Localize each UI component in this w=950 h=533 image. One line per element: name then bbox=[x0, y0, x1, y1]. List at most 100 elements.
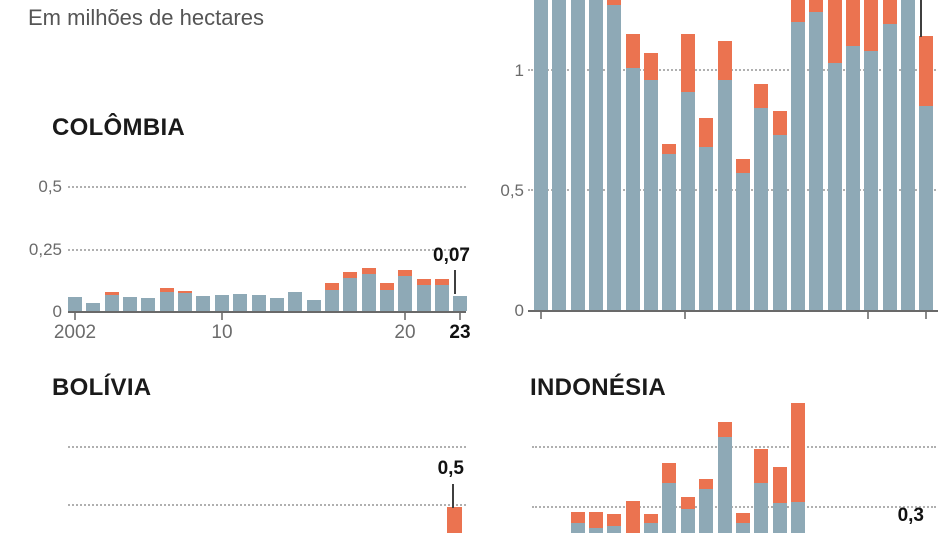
colombia-gridline-05 bbox=[68, 186, 466, 188]
bar-brasil-2008-gray-segment bbox=[644, 79, 658, 310]
bar-indonesia-2006-orange-segment bbox=[607, 514, 621, 527]
bar-brasil-2006-orange-segment bbox=[607, 0, 621, 6]
bar-brasil-2013-gray-segment bbox=[736, 173, 750, 310]
bar-colombia-2021-orange-segment bbox=[417, 279, 431, 285]
colombia-x-axis bbox=[68, 311, 466, 313]
colombia-ytick-05: 0,5 bbox=[38, 177, 62, 196]
colombia-ytick-0: 0 bbox=[52, 302, 62, 321]
bar-indonesia-2011-gray-segment bbox=[699, 489, 713, 533]
bar-colombia-2007-gray-segment bbox=[160, 292, 174, 311]
bar-colombia-2012-gray-segment bbox=[252, 294, 266, 311]
bar-indonesia-2016-orange-segment bbox=[791, 403, 805, 502]
bar-colombia-2016-orange-segment bbox=[325, 283, 339, 291]
bar-colombia-2022-orange-segment bbox=[435, 279, 449, 285]
bar-colombia-2020-gray-segment bbox=[398, 276, 412, 311]
bar-colombia-2008-gray-segment bbox=[178, 293, 192, 311]
bar-colombia-2004-orange-segment bbox=[105, 292, 119, 295]
bar-brasil-2009-orange-segment bbox=[662, 144, 676, 154]
bar-colombia-2016-gray-segment bbox=[325, 290, 339, 311]
bar-brasil-2022-gray-segment bbox=[901, 0, 915, 310]
bar-brasil-2010-gray-segment bbox=[681, 91, 695, 310]
bar-brasil-2008-orange-segment bbox=[644, 53, 658, 80]
bar-brasil-2006-gray-segment bbox=[607, 5, 621, 310]
bar-colombia-2002-gray-segment bbox=[68, 296, 82, 311]
bar-indonesia-2007-orange-segment bbox=[626, 500, 640, 533]
bar-brasil-2011-orange-segment bbox=[699, 118, 713, 147]
bar-brasil-2003-gray-segment bbox=[552, 0, 566, 310]
bar-brasil-2015-orange-segment bbox=[773, 110, 787, 135]
colombia-xlabel-2002: 2002 bbox=[53, 322, 97, 343]
bar-colombia-2018-gray-segment bbox=[362, 274, 376, 311]
indonesia-gridline-lower bbox=[532, 506, 936, 508]
bar-colombia-2008-orange-segment bbox=[178, 291, 192, 293]
bolivia-callout-pointer-line bbox=[452, 484, 454, 508]
brasil-gridline-1 bbox=[528, 69, 936, 71]
bar-indonesia-2013-gray-segment bbox=[736, 522, 750, 533]
bolivia-title: BOLÍVIA bbox=[52, 374, 152, 401]
bar-indonesia-2008-orange-segment bbox=[644, 514, 658, 523]
bar-brasil-2009-gray-segment bbox=[662, 154, 676, 310]
colombia-xlabel-20: 20 bbox=[394, 322, 416, 343]
brasil-xtick-2002 bbox=[540, 312, 542, 319]
colombia-gridline-025 bbox=[68, 249, 466, 251]
bar-brasil-2023-gray-segment bbox=[919, 106, 933, 310]
bar-brasil-2013-orange-segment bbox=[736, 158, 750, 174]
brasil-gridline-05 bbox=[528, 189, 936, 191]
brasil-ytick-0: 0 bbox=[514, 301, 524, 320]
bar-indonesia-2009-orange-segment bbox=[662, 463, 676, 484]
bar-indonesia-2012-orange-segment bbox=[718, 422, 732, 437]
bar-brasil-2016-orange-segment bbox=[791, 0, 805, 22]
colombia-xtick-2010 bbox=[221, 313, 223, 320]
bar-colombia-2023-gray-segment bbox=[453, 295, 467, 311]
bar-brasil-2018-orange-segment bbox=[828, 0, 842, 63]
bar-colombia-2005-gray-segment bbox=[123, 296, 137, 311]
brasil-x-axis bbox=[528, 310, 938, 312]
bar-colombia-2022-gray-segment bbox=[435, 284, 449, 311]
bar-brasil-2007-orange-segment bbox=[626, 34, 640, 68]
brasil-xtick-2023 bbox=[925, 312, 927, 319]
bar-brasil-2019-orange-segment bbox=[846, 0, 860, 46]
bar-brasil-2010-orange-segment bbox=[681, 34, 695, 92]
bar-indonesia-2004-orange-segment bbox=[571, 511, 585, 523]
bar-indonesia-2006-gray-segment bbox=[607, 526, 621, 533]
bar-colombia-2014-gray-segment bbox=[288, 292, 302, 311]
bar-colombia-2006-gray-segment bbox=[141, 298, 155, 311]
bar-brasil-2012-orange-segment bbox=[718, 41, 732, 80]
bar-indonesia-2012-gray-segment bbox=[718, 437, 732, 533]
bar-brasil-2019-gray-segment bbox=[846, 46, 860, 310]
bar-colombia-2017-gray-segment bbox=[343, 278, 357, 311]
bar-colombia-2018-orange-segment bbox=[362, 268, 376, 274]
bar-colombia-2010-gray-segment bbox=[215, 294, 229, 311]
colombia-ytick-025: 0,25 bbox=[28, 240, 62, 259]
bar-indonesia-2004-gray-segment bbox=[571, 522, 585, 533]
bar-brasil-2014-orange-segment bbox=[754, 84, 768, 109]
bar-colombia-2021-gray-segment bbox=[417, 284, 431, 311]
bar-brasil-2021-gray-segment bbox=[883, 24, 897, 310]
colombia-xlabel-10: 10 bbox=[211, 322, 233, 343]
bar-indonesia-2015-orange-segment bbox=[773, 467, 787, 504]
colombia-xlabel-23: 23 bbox=[449, 322, 471, 343]
bar-brasil-2018-gray-segment bbox=[828, 62, 842, 310]
bar-colombia-2003-gray-segment bbox=[86, 303, 100, 311]
bar-colombia-2011-gray-segment bbox=[233, 294, 247, 311]
bar-bolivia-2023-orange-segment bbox=[447, 507, 462, 533]
bar-brasil-2020-gray-segment bbox=[864, 50, 878, 310]
bar-brasil-2023-orange-segment bbox=[919, 36, 933, 106]
bar-indonesia-2015-gray-segment bbox=[773, 503, 787, 533]
bar-brasil-2016-gray-segment bbox=[791, 22, 805, 310]
bar-indonesia-2010-gray-segment bbox=[681, 509, 695, 533]
bar-indonesia-2005-orange-segment bbox=[589, 511, 603, 528]
bar-brasil-2017-gray-segment bbox=[809, 12, 823, 310]
bar-brasil-2014-gray-segment bbox=[754, 108, 768, 310]
bar-brasil-2012-gray-segment bbox=[718, 79, 732, 310]
colombia-callout-pointer-line bbox=[454, 270, 456, 294]
bar-brasil-2005-gray-segment bbox=[589, 0, 603, 310]
bar-indonesia-2011-orange-segment bbox=[699, 479, 713, 489]
colombia-xtick-2020 bbox=[404, 313, 406, 320]
colombia-2023-value-callout: 0,07 bbox=[433, 245, 470, 266]
bar-colombia-2019-gray-segment bbox=[380, 290, 394, 311]
indonesia-gridline-upper bbox=[532, 446, 936, 448]
bolivia-2023-value-callout: 0,5 bbox=[437, 458, 464, 479]
bar-indonesia-2005-gray-segment bbox=[589, 528, 603, 533]
